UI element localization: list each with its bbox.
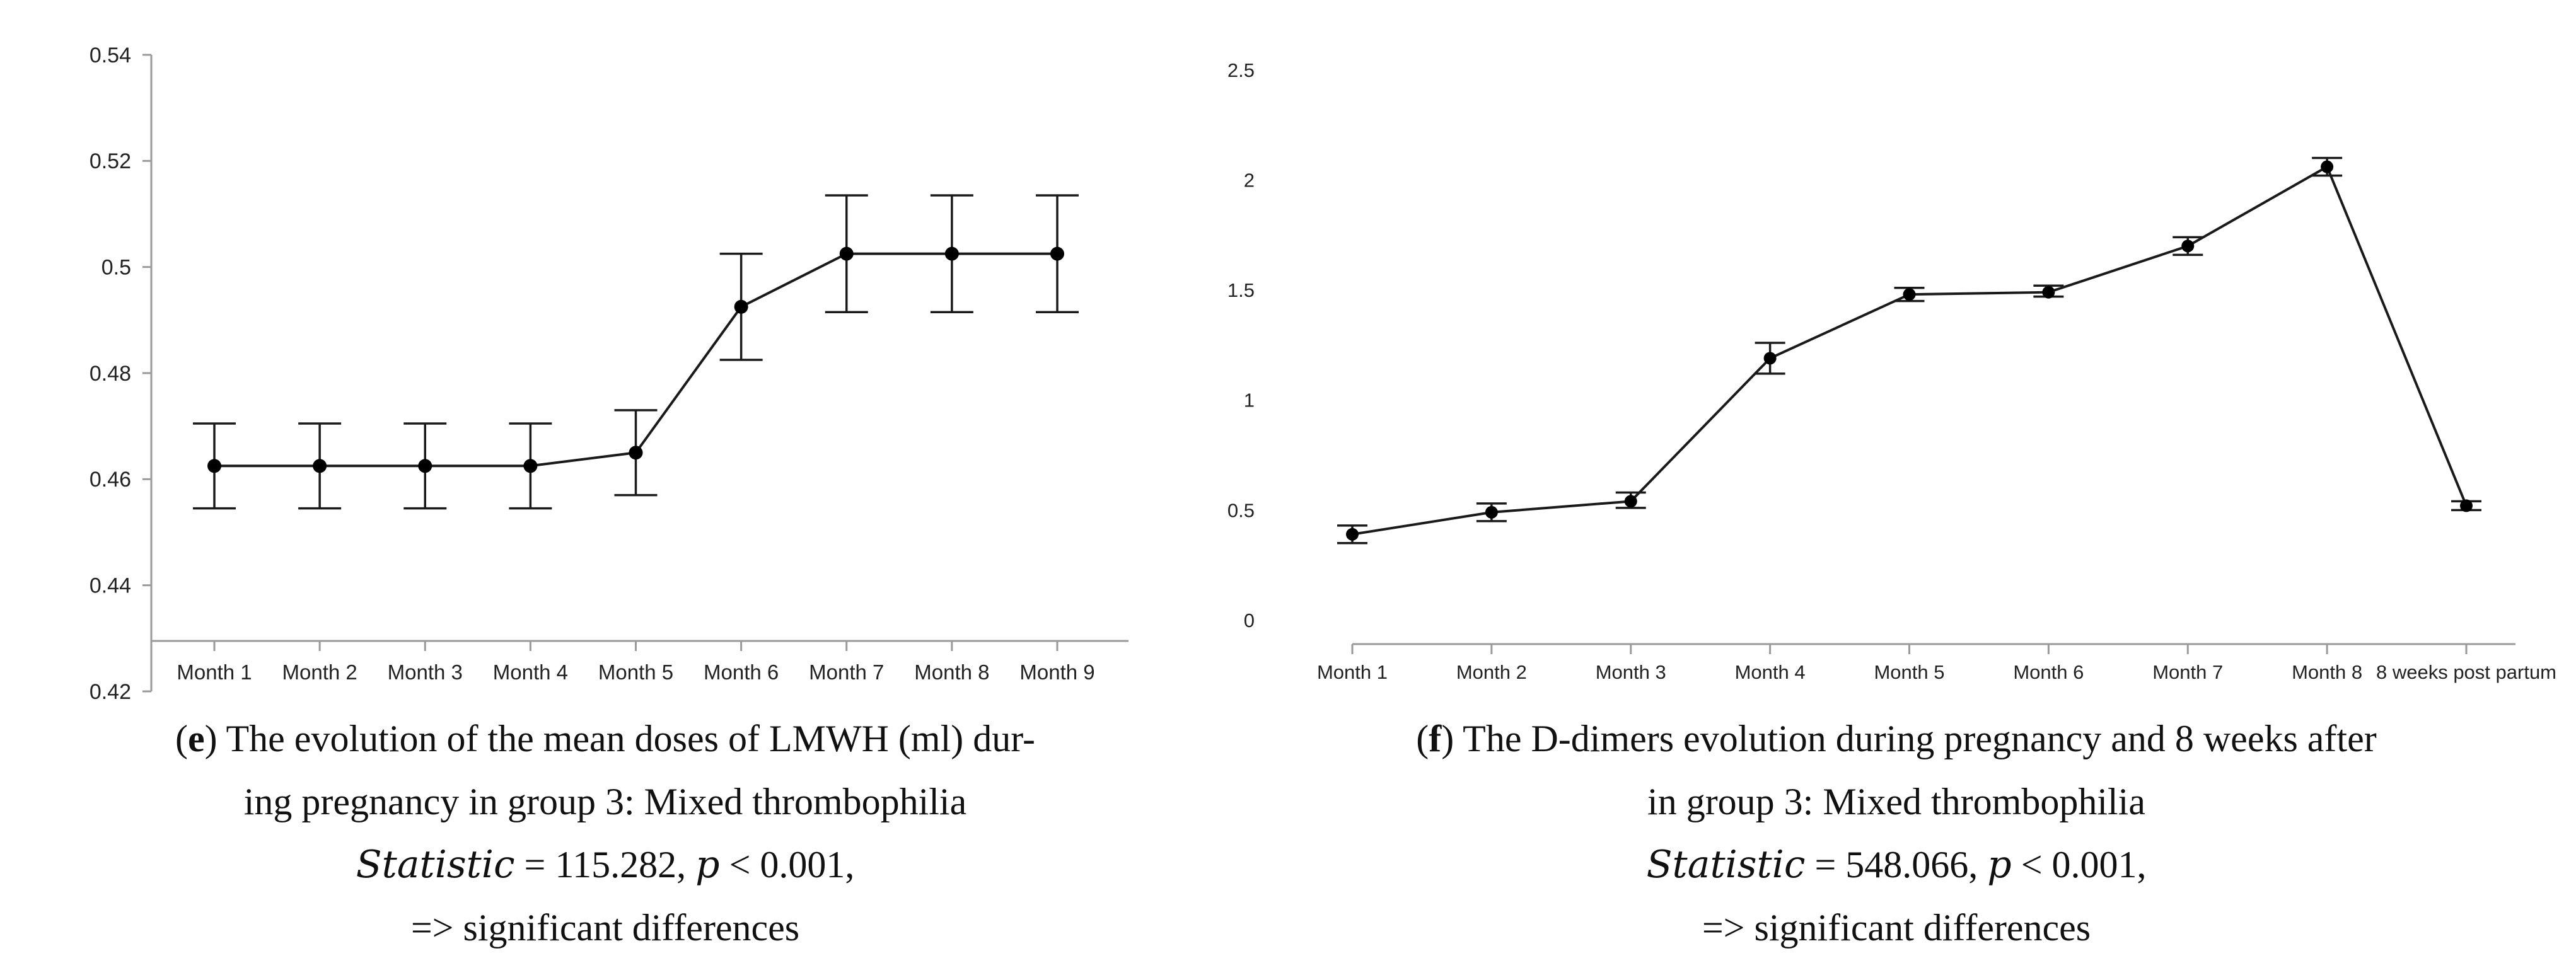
caption-f-conclusion: => significant differences xyxy=(1702,907,2091,948)
chart-e-y-tick-label: 0.46 xyxy=(90,468,131,492)
chart-e-data-point xyxy=(207,459,221,473)
chart-e-y-tick-label: 0.44 xyxy=(90,574,131,598)
chart-f-y-tick-label: 2 xyxy=(1244,169,1255,191)
chart-f-x-tick-label: Month 6 xyxy=(2013,661,2084,683)
chart-e-data-point xyxy=(944,246,959,261)
caption-e: (e) The evolution of the mean doses of L… xyxy=(0,707,1210,959)
chart-e-y-tick-label: 0.52 xyxy=(90,149,131,173)
chart-f: 0 0.5 1 1.5 2 2.5 Month 1 Month 2 Month 3 Month 4… xyxy=(1227,59,2556,683)
chart-f-x-tick-label: Month 4 xyxy=(1735,661,1806,683)
chart-e-data-point xyxy=(418,459,432,473)
chart-e-data-point xyxy=(1050,246,1064,261)
caption-f-line-1: (f) The D-dimers evolution during pregna… xyxy=(1416,718,2377,759)
caption-e-line-2: ing pregnancy in group 3: Mixed thrombop… xyxy=(243,781,967,822)
chart-f-series-line xyxy=(1352,164,2468,536)
chart-e-y-tick-label: 0.5 xyxy=(102,256,131,280)
chart-f-x-tick-label: Month 3 xyxy=(1596,661,1666,683)
chart-e: 0.42 0.44 0.46 0.48 0.5 0.52 0.54 Month 1 Month … xyxy=(90,43,1128,704)
chart-e-data-point xyxy=(839,246,854,261)
chart-f-data-point xyxy=(2181,239,2195,253)
chart-f-y-tick-label: 0 xyxy=(1244,609,1255,631)
chart-f-x-tick-label: Month 2 xyxy=(1456,661,1527,683)
chart-e-x-tick-label: Month 5 xyxy=(598,660,673,684)
caption-e-label: e xyxy=(187,718,205,759)
chart-e-data-point xyxy=(734,299,748,314)
chart-e-data-point xyxy=(523,459,538,473)
chart-f-x-tick-label: Month 8 xyxy=(2292,661,2362,683)
chart-f-data-point xyxy=(2460,499,2473,512)
chart-f-y-tick-label: 2.5 xyxy=(1227,59,1255,81)
chart-e-y-tick-label: 0.48 xyxy=(90,362,131,386)
caption-e-statistic: Statistic = 115.282, p < 0.001, xyxy=(356,843,855,887)
chart-e-x-tick-label: Month 7 xyxy=(809,660,884,684)
chart-f-data-point xyxy=(1903,288,1916,301)
caption-f-line-2: in group 3: Mixed thrombophilia xyxy=(1647,781,2145,822)
chart-e-y-tick-label: 0.54 xyxy=(90,43,131,67)
panel-f: 0 0.5 1 1.5 2 2.5 Month 1 Month 2 Month 3 Month 4… xyxy=(1217,0,2576,980)
chart-e-y-tick-label: 0.42 xyxy=(90,680,131,704)
caption-f-statistic: Statistic = 548.066, p < 0.001, xyxy=(1646,843,2147,887)
chart-f-x-tick-label: Month 7 xyxy=(2152,661,2223,683)
caption-f-label: f xyxy=(1429,718,1442,759)
chart-e-x-tick-label: Month 3 xyxy=(388,660,463,684)
chart-e-data-point xyxy=(629,446,643,460)
chart-e-data-point xyxy=(313,459,327,473)
chart-e-x-tick-label: Month 8 xyxy=(914,660,989,684)
chart-f-data-point xyxy=(1485,505,1498,519)
chart-f-data-point xyxy=(2042,285,2055,299)
chart-f-x-tick-label: Month 5 xyxy=(1874,661,1944,683)
chart-e-x-tick-label: Month 6 xyxy=(704,660,779,684)
caption-e-line-1: (e) The evolution of the mean doses of L… xyxy=(175,718,1035,759)
chart-f-y-tick-label: 0.5 xyxy=(1227,499,1255,521)
chart-f-data-point xyxy=(2321,160,2334,173)
caption-f: (f) The D-dimers evolution during pregna… xyxy=(1217,707,2576,959)
chart-f-x-tick-label: Month 1 xyxy=(1317,661,1388,683)
panel-e: 0.42 0.44 0.46 0.48 0.5 0.52 0.54 Month 1 Month … xyxy=(0,0,1210,980)
chart-f-data-point xyxy=(1763,352,1777,365)
chart-f-x-tick-label: 8 weeks post partum xyxy=(2376,661,2556,683)
chart-f-data-point xyxy=(1624,495,1637,508)
chart-f-y-tick-label: 1.5 xyxy=(1227,279,1255,301)
chart-e-x-tick-label: Month 1 xyxy=(177,660,252,684)
chart-f-y-tick-label: 1 xyxy=(1244,389,1255,412)
chart-e-x-tick-label: Month 9 xyxy=(1019,660,1094,684)
chart-f-data-point xyxy=(1346,527,1359,541)
chart-e-x-tick-label: Month 2 xyxy=(282,660,357,684)
caption-e-conclusion: => significant differences xyxy=(410,907,800,948)
chart-e-x-tick-label: Month 4 xyxy=(493,660,568,684)
